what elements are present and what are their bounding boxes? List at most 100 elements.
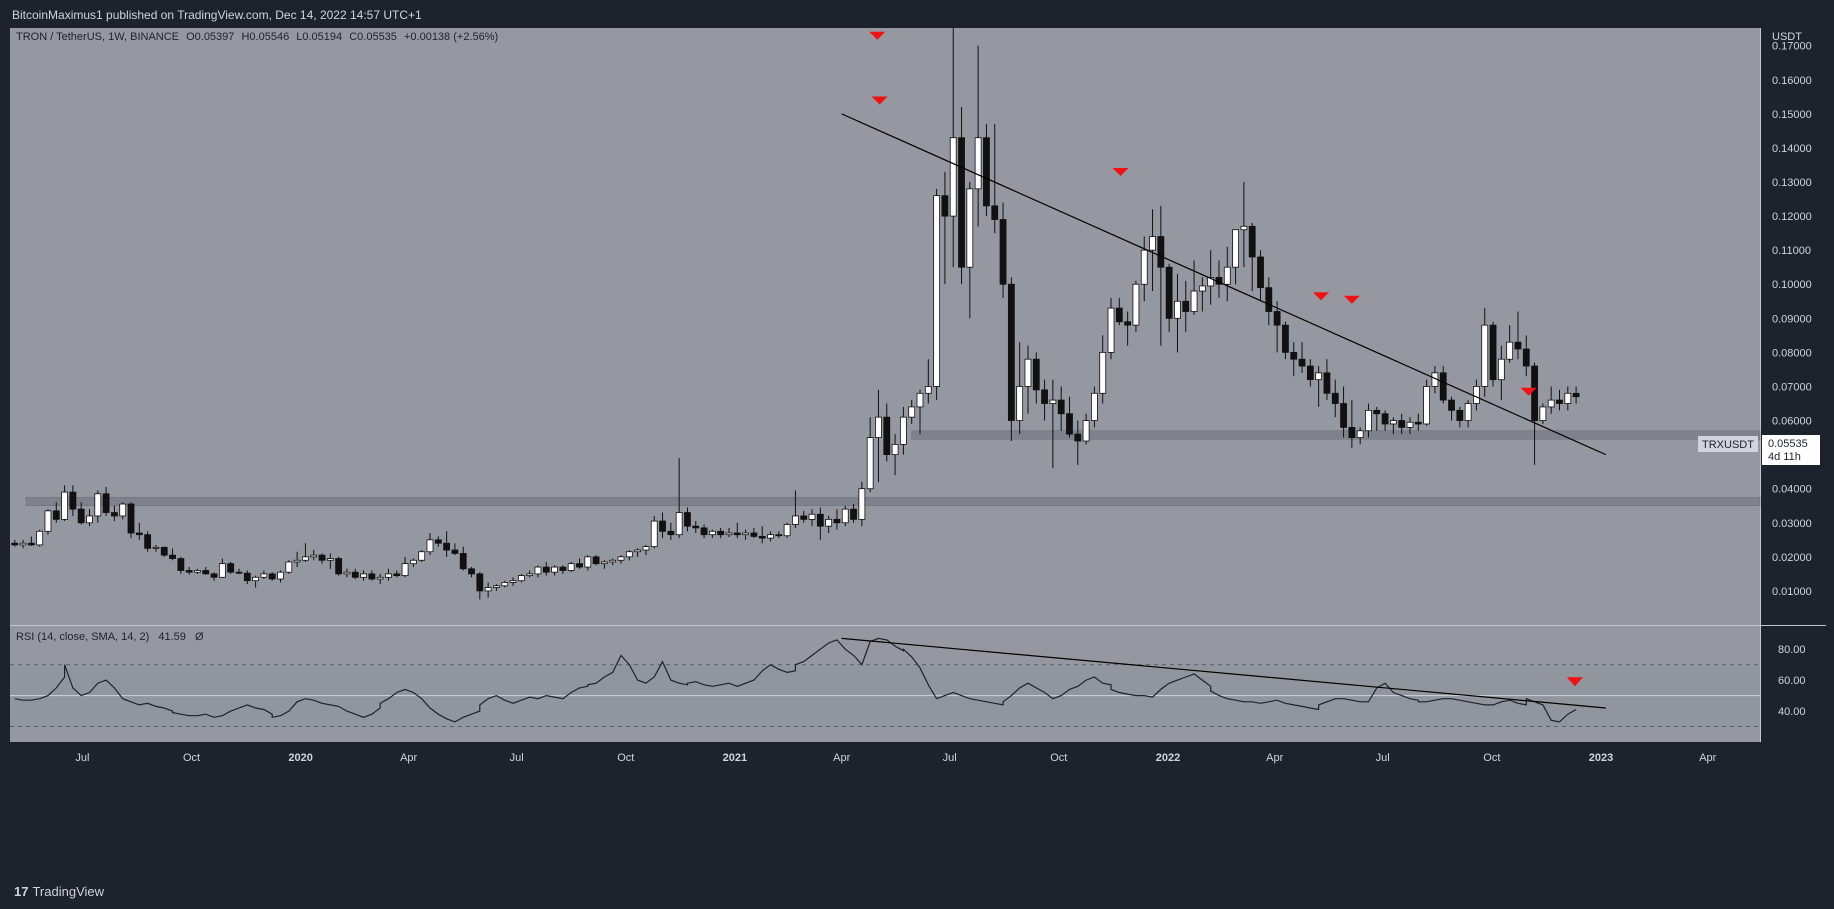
candle-down — [1074, 433, 1082, 442]
legend-open: 0.05397 — [195, 31, 235, 43]
candle-up — [1132, 283, 1140, 326]
candle-down — [1331, 392, 1339, 404]
candle-up — [1481, 324, 1489, 387]
price-tick-label: 0.04000 — [1772, 484, 1812, 496]
candle-up — [617, 556, 625, 561]
candle-up — [767, 534, 774, 539]
resistance-marker-arrow — [871, 96, 888, 105]
candle-up — [642, 546, 650, 551]
candle-up — [899, 416, 907, 445]
candle-up — [1016, 386, 1024, 421]
candle-down — [1041, 389, 1048, 404]
candle-down — [775, 534, 783, 537]
legend-high: 0.05546 — [249, 31, 289, 43]
resistance-markers — [869, 31, 1537, 396]
chart-svg[interactable]: 0.010000.020000.030000.040000.050000.060… — [10, 18, 1826, 872]
candle-down — [335, 558, 343, 575]
candle-up — [343, 571, 351, 575]
candle-up — [19, 542, 27, 546]
candle-up — [1049, 399, 1057, 404]
candle-up — [501, 582, 509, 587]
candle-down — [833, 518, 841, 524]
candle-up — [1140, 249, 1148, 285]
footer-bar: 17 TradingView — [0, 872, 1834, 909]
candle-down — [1282, 324, 1289, 353]
candle-down — [443, 542, 451, 551]
rsi-tick-label: 60.00 — [1778, 675, 1806, 687]
price-tick-label: 0.03000 — [1772, 518, 1812, 530]
candle-up — [86, 515, 93, 524]
rsi-visibility-icon[interactable]: Ø — [195, 631, 204, 643]
candle-up — [891, 444, 899, 456]
candle-up — [1107, 307, 1115, 353]
candle-up — [1406, 421, 1414, 428]
candle-down — [667, 530, 675, 536]
symbol-legend: TRON / TetherUS, 1W, BINANCE O0.05397 H0… — [16, 31, 498, 43]
support-zone — [911, 430, 1761, 440]
candle-down — [1298, 358, 1306, 367]
chart-frame[interactable]: 0.010000.020000.030000.040000.050000.060… — [10, 18, 1826, 872]
rsi-legend: RSI (14, close, SMA, 14, 2) 41.59 Ø — [16, 631, 204, 643]
resistance-marker-arrow — [1112, 168, 1129, 177]
rsi-tick-label: 40.00 — [1778, 706, 1806, 718]
candle-up — [326, 558, 334, 561]
candle-down — [210, 573, 218, 578]
candle-down — [1066, 413, 1073, 435]
candle-up — [725, 532, 733, 536]
candle-up — [1240, 225, 1248, 231]
candle-up — [908, 406, 916, 418]
candle-up — [650, 520, 658, 548]
candle-up — [974, 137, 982, 190]
resistance-marker-arrow — [1313, 292, 1330, 301]
candle-up — [1464, 403, 1472, 421]
candle-down — [127, 503, 135, 534]
tradingview-logo-icon: 17 — [14, 884, 29, 899]
candle-up — [509, 580, 517, 583]
time-tick-label: 2020 — [288, 752, 312, 764]
candle-down — [69, 491, 77, 510]
candle-up — [1497, 358, 1505, 381]
candle-down — [368, 573, 376, 580]
candle-up — [44, 510, 52, 532]
price-trendline-group — [841, 113, 1607, 456]
support-zones — [25, 430, 1761, 506]
candle-down — [1032, 358, 1040, 391]
time-tick-label: Apr — [833, 752, 850, 764]
price-tick-label: 0.16000 — [1772, 75, 1812, 87]
candle-bodies — [11, 137, 1580, 592]
candle-down — [468, 568, 475, 575]
time-tick-label: Apr — [400, 752, 417, 764]
candle-down — [659, 520, 666, 532]
candle-down — [459, 553, 467, 570]
candle-down — [800, 515, 808, 520]
candle-up — [584, 556, 592, 568]
price-axis-background — [1761, 28, 1826, 742]
candle-down — [144, 534, 152, 549]
candle-up — [1174, 300, 1181, 319]
last-price-label — [1762, 435, 1820, 465]
candle-up — [783, 524, 791, 537]
candle-down — [1456, 409, 1464, 421]
rsi-line — [14, 637, 1577, 723]
last-price-value: 0.05535 — [1768, 438, 1808, 450]
candle-up — [293, 559, 301, 563]
time-tick-label: Apr — [1266, 752, 1283, 764]
candle-down — [1265, 287, 1273, 312]
symbol-title: TRON / TetherUS, 1W, BINANCE — [16, 31, 179, 43]
time-tick-label: Jul — [1376, 752, 1390, 764]
price-tick-label: 0.09000 — [1772, 313, 1812, 325]
time-tick-label: 2022 — [1156, 752, 1180, 764]
tradingview-logo[interactable]: 17 TradingView — [14, 884, 104, 899]
candle-down — [1556, 399, 1563, 404]
candle-up — [875, 416, 882, 438]
candle-up — [825, 518, 833, 527]
price-axis-ticks: 0.010000.020000.030000.040000.050000.060… — [1772, 41, 1812, 598]
candle-down — [983, 137, 990, 207]
candle-up — [119, 503, 127, 517]
candle-down — [476, 573, 484, 592]
time-tick-label: Jul — [943, 752, 957, 764]
candle-up — [252, 576, 259, 582]
candle-down — [542, 566, 550, 573]
candle-down — [102, 493, 110, 513]
candle-up — [1423, 386, 1431, 425]
